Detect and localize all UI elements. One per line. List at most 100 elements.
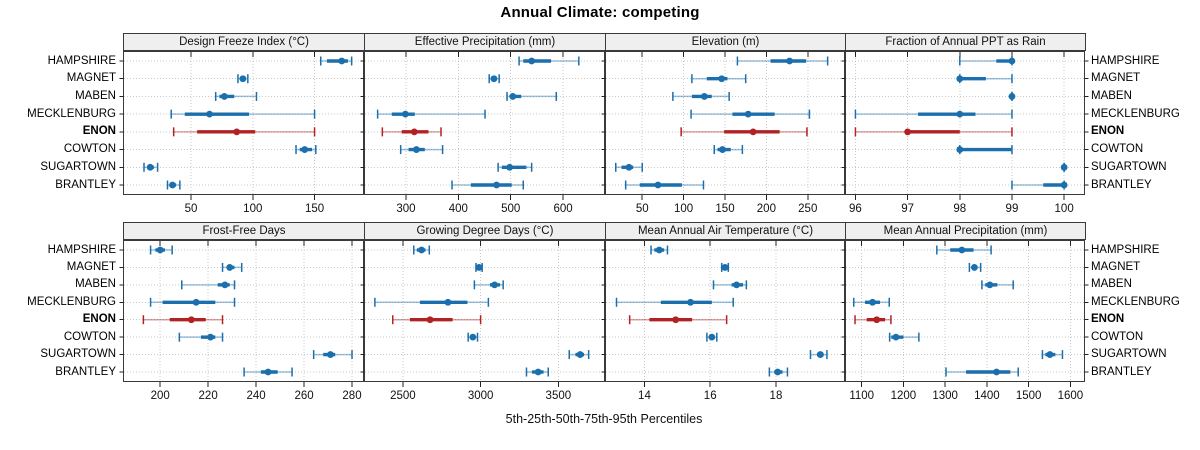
series-brantley <box>945 367 1019 377</box>
row-label-left-mecklenburg: MECKLENBURG <box>27 295 116 308</box>
series-hampshire <box>736 56 829 66</box>
panel-strip-label: Growing Degree Days (°C) <box>416 225 554 237</box>
row-label-left-hampshire: HAMPSHIRE <box>47 54 116 67</box>
figure-title: Annual Climate: competing <box>500 4 700 21</box>
panel-strip-frost-free-days: Frost-Free Days <box>123 222 365 240</box>
row-label-left-enon: ENON <box>82 125 116 138</box>
series-brantley <box>624 180 705 190</box>
series-sugartown <box>568 350 590 360</box>
panel-strip-label: Effective Precipitation (mm) <box>414 36 556 48</box>
panel-strip-label: Frost-Free Days <box>202 225 286 237</box>
row-label-right-brantley: BRANTLEY <box>1091 365 1152 378</box>
series-maben <box>506 91 558 101</box>
x-tick-label: 240 <box>246 390 265 402</box>
x-tick-label: 250 <box>798 203 817 215</box>
series-cowton <box>467 332 479 342</box>
series-enon <box>628 315 728 325</box>
series-mecklenburg <box>170 109 316 119</box>
series-mecklenburg <box>690 109 811 119</box>
x-tick-label: 99 <box>1006 203 1019 215</box>
axis-caption: 5th-25th-50th-75th-95th Percentiles <box>505 412 703 426</box>
series-enon <box>854 127 1013 137</box>
row-label-right-magnet: MAGNET <box>1091 260 1141 273</box>
series-magnet <box>956 74 1013 84</box>
row-label-right-magnet: MAGNET <box>1091 72 1141 85</box>
row-label-left-sugartown: SUGARTOWN <box>40 348 116 361</box>
series-enon <box>392 315 482 325</box>
x-tick-label: 1200 <box>891 390 917 402</box>
row-label-right-hampshire: HAMPSHIRE <box>1091 54 1160 67</box>
series-maben <box>672 91 730 101</box>
panel-strip-mean-annual-precipitation-mm: Mean Annual Precipitation (mm) <box>845 222 1086 240</box>
series-maben <box>214 91 258 101</box>
panel-frost-free-days: 200 220 240 260 280 <box>119 240 368 402</box>
series-maben <box>181 280 236 290</box>
series-sugartown <box>1041 350 1064 360</box>
series-hampshire <box>149 245 173 255</box>
row-label-left-magnet: MAGNET <box>66 260 116 273</box>
series-magnet <box>720 262 730 272</box>
x-tick-label: 2500 <box>390 390 416 402</box>
series-hampshire <box>959 56 1016 66</box>
series-hampshire <box>518 56 580 66</box>
series-hampshire <box>413 245 431 255</box>
panel-strip-label: Fraction of Annual PPT as Rain <box>885 36 1046 48</box>
series-cowton <box>706 332 718 342</box>
series-sugartown <box>312 350 353 360</box>
row-label-left-cowton: COWTON <box>63 330 116 343</box>
series-cowton <box>399 145 444 155</box>
panel-strip-label: Elevation (m) <box>691 36 760 48</box>
series-magnet <box>488 74 500 84</box>
panel-strip-label: Mean Annual Precipitation (mm) <box>883 225 1048 237</box>
series-cowton <box>888 332 920 342</box>
x-tick-label: 220 <box>199 390 218 402</box>
x-tick-label: 96 <box>849 203 862 215</box>
series-mecklenburg <box>376 109 486 119</box>
series-mecklenburg <box>854 109 1013 119</box>
row-label-right-enon: ENON <box>1091 313 1125 326</box>
x-tick-label: 50 <box>185 203 198 215</box>
series-enon <box>172 127 316 137</box>
series-brantley <box>768 367 789 377</box>
panel-growing-degree-days-c: 2500 3000 3500 <box>360 240 609 402</box>
series-enon <box>854 315 892 325</box>
panel-strip-label: Design Freeze Index (°C) <box>179 36 309 48</box>
x-tick-label: 600 <box>553 203 572 215</box>
x-tick-label: 18 <box>770 390 783 402</box>
x-tick-label: 16 <box>704 390 717 402</box>
x-tick-label: 14 <box>638 390 651 402</box>
row-label-right-cowton: COWTON <box>1091 143 1144 156</box>
panel-strip-fraction-of-annual-ppt-as-rain: Fraction of Annual PPT as Rain <box>845 33 1086 51</box>
x-tick-label: 100 <box>243 203 262 215</box>
series-magnet <box>237 74 249 84</box>
series-sugartown <box>615 162 643 172</box>
x-tick-label: 260 <box>294 390 313 402</box>
x-tick-label: 3000 <box>468 390 494 402</box>
row-label-right-mecklenburg: MECKLENBURG <box>1091 107 1180 120</box>
series-brantley <box>243 367 293 377</box>
panel-effective-precipitation-mm: 300 400 500 600 <box>360 51 609 215</box>
row-label-right-maben: MABEN <box>1091 89 1132 102</box>
x-tick-label: 3500 <box>546 390 572 402</box>
x-tick-label: 97 <box>901 203 914 215</box>
x-tick-label: 100 <box>1055 203 1074 215</box>
x-tick-label: 50 <box>636 203 649 215</box>
series-enon <box>142 315 224 325</box>
panel-strip-label: Mean Annual Air Temperature (°C) <box>637 225 814 237</box>
series-mecklenburg <box>149 297 236 307</box>
panel-fraction-of-annual-ppt-as-rain: 96 97 98 99 100 <box>841 51 1089 215</box>
series-sugartown <box>809 350 828 360</box>
series-brantley <box>166 180 181 190</box>
row-label-right-maben: MABEN <box>1091 278 1132 291</box>
x-tick-label: 150 <box>305 203 324 215</box>
series-brantley <box>525 367 549 377</box>
series-sugartown <box>143 162 159 172</box>
panel-mean-annual-air-temperature-c: 14 16 18 <box>601 240 849 402</box>
panel-strip-effective-precipitation-mm: Effective Precipitation (mm) <box>364 33 606 51</box>
row-label-left-magnet: MAGNET <box>66 72 116 85</box>
series-hampshire <box>650 245 669 255</box>
series-enon <box>680 127 808 137</box>
series-brantley <box>451 180 525 190</box>
row-label-right-sugartown: SUGARTOWN <box>1091 348 1167 361</box>
